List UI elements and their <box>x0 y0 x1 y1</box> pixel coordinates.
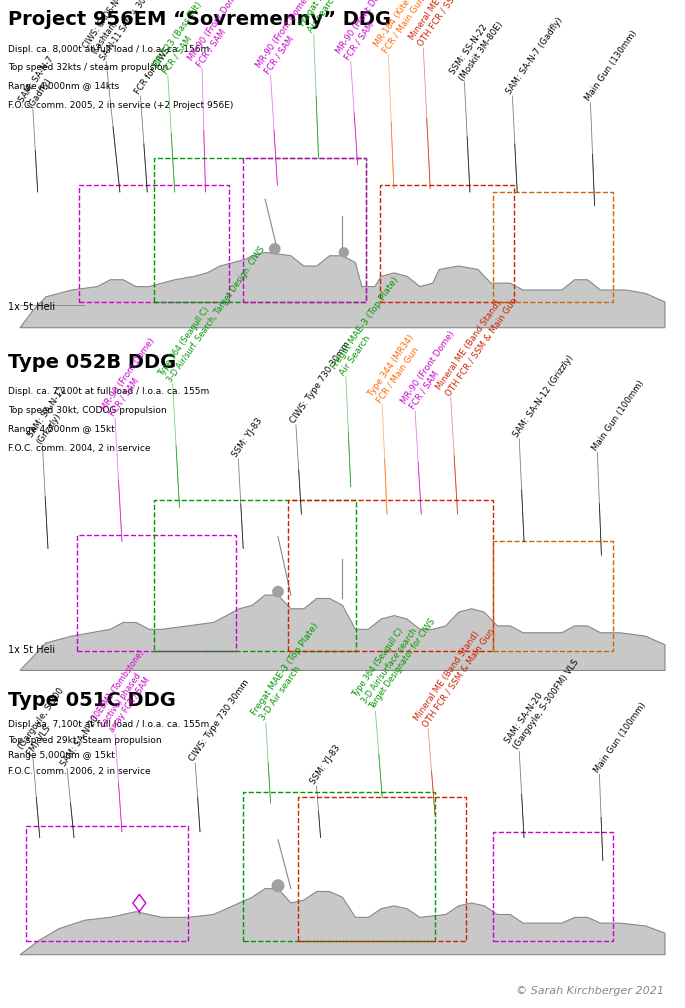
Text: MR-184 (Kite Screech)
FCR / Main Gun: MR-184 (Kite Screech) FCR / Main Gun <box>373 0 443 54</box>
Text: SAM: SA-N-20
(Gargoyle, S-300FM) VLS: SAM: SA-N-20 (Gargoyle, S-300FM) VLS <box>503 652 581 751</box>
Text: SSM: SS-N-22
(Moskit 3M-80E): SSM: SS-N-22 (Moskit 3M-80E) <box>449 14 505 83</box>
Text: MR-90 (Front Dome)
FCR / SAM: MR-90 (Front Dome) FCR / SAM <box>335 0 401 61</box>
Text: MR-90 (Front Dome)
FCR / SAM: MR-90 (Front Dome) FCR / SAM <box>399 330 465 411</box>
Bar <box>79 185 229 301</box>
Text: 30E6M1 (Tombstone)
(active) phased
array FCR / SAM: 30E6M1 (Tombstone) (active) phased array… <box>90 648 164 734</box>
Text: FCR for CIWS: FCR for CIWS <box>133 45 172 96</box>
Bar <box>154 157 366 301</box>
Text: Type 344 (MR34)
FCR / Main Gun: Type 344 (MR34) FCR / Main Gun <box>366 334 424 404</box>
Text: MR-123 (Bass Tilt)
FCR / SAM: MR-123 (Bass Tilt) FCR / SAM <box>152 0 213 76</box>
Text: Main Gun (100mm): Main Gun (100mm) <box>592 701 647 774</box>
Text: Main Gun (130mm): Main Gun (130mm) <box>583 29 638 103</box>
Bar <box>243 791 435 941</box>
Bar <box>77 534 236 651</box>
Text: Fregat MAE-3 (Top Plate)
Air Search: Fregat MAE-3 (Top Plate) Air Search <box>330 275 410 377</box>
Text: © Sarah Kirchberger 2021: © Sarah Kirchberger 2021 <box>516 986 664 996</box>
Text: Type 364 (Seagull C)
3-D Air/surf. Search, Target Design. CIWS: Type 364 (Seagull C) 3-D Air/surf. Searc… <box>157 239 266 384</box>
Text: Top speed 30kt, CODOG propulsion: Top speed 30kt, CODOG propulsion <box>8 406 166 415</box>
Text: (Gargoyle, S-300
FM) VLS: (Gargoyle, S-300 FM) VLS <box>17 686 75 757</box>
Text: Type 364 (Seagull C)
3-D Air/surface search
Target Designator for CIWS: Type 364 (Seagull C) 3-D Air/surface sea… <box>351 605 438 712</box>
Bar <box>493 832 613 941</box>
Bar <box>26 827 188 941</box>
Text: F.O.C. comm. 2006, 2 in service: F.O.C. comm. 2006, 2 in service <box>8 767 151 776</box>
Bar <box>298 797 466 941</box>
Text: CIWS: Type 730 30mm: CIWS: Type 730 30mm <box>288 340 352 425</box>
Text: SAM: SA-N-12 (Grizzly): SAM: SA-N-12 (Grizzly) <box>512 353 575 438</box>
Bar <box>154 500 356 651</box>
Polygon shape <box>20 595 665 670</box>
Text: Mineral ME (Band Stand)
OTH FCR / SSM & Main Gun: Mineral ME (Band Stand) OTH FCR / SSM & … <box>408 0 491 48</box>
Text: SAM: SA-N-7 (Gadfly): SAM: SA-N-7 (Gadfly) <box>505 16 565 96</box>
Text: Displ. ca. 7,100t at full load / l.o.a. ca. 155m: Displ. ca. 7,100t at full load / l.o.a. … <box>8 720 209 729</box>
Polygon shape <box>20 889 665 955</box>
Text: Fregat MAE-3 (Top Plate)
3-D Air search: Fregat MAE-3 (Top Plate) 3-D Air search <box>250 621 329 723</box>
Text: Top speed 32kts / steam propulsion: Top speed 32kts / steam propulsion <box>8 64 169 73</box>
Text: Top speed 29kt, Steam propulsion: Top speed 29kt, Steam propulsion <box>8 736 162 745</box>
Circle shape <box>339 248 348 257</box>
Text: MR-90 (Front Dome)
FCR / SAM: MR-90 (Front Dome) FCR / SAM <box>255 0 321 76</box>
Text: Main Gun (100mm): Main Gun (100mm) <box>590 379 645 453</box>
Text: Type 051C DDG: Type 051C DDG <box>8 691 176 710</box>
Circle shape <box>272 880 284 891</box>
Text: F.O.C. comm. 2004, 2 in service: F.O.C. comm. 2004, 2 in service <box>8 444 151 453</box>
Text: F.O.C. comm. 2005, 2 in service (+2 Project 956E): F.O.C. comm. 2005, 2 in service (+2 Proj… <box>8 101 234 110</box>
Text: MR-90 (Front Dome)
FCR / SAM: MR-90 (Front Dome) FCR / SAM <box>186 0 252 69</box>
Bar <box>288 500 493 651</box>
Text: CIWS: CADS-N-1
(Kashtan)
SA-N-11 SAM + 30mm gun: CIWS: CADS-N-1 (Kashtan) SA-N-11 SAM + 3… <box>82 0 168 61</box>
Text: CIWS: Type 730 30mm: CIWS: Type 730 30mm <box>188 677 251 763</box>
Text: SSM: YJ-83: SSM: YJ-83 <box>231 416 264 460</box>
Text: Fregat MAE-3 (Top Plate)
Air search: Fregat MAE-3 (Top Plate) Air search <box>298 0 377 34</box>
Bar <box>493 541 613 651</box>
Polygon shape <box>20 252 665 328</box>
Text: MR-90 (Front Dome)
FCR / SAM: MR-90 (Front Dome) FCR / SAM <box>99 336 165 418</box>
Text: Range 5,000nm @ 15kt: Range 5,000nm @ 15kt <box>8 751 115 760</box>
Text: Mineral ME (Band Stand)
OTH FCR / SSM & Main Gun: Mineral ME (Band Stand) OTH FCR / SSM & … <box>435 289 519 397</box>
Text: Displ. ca. 7,100t at full load / l.o.a. ca. 155m: Displ. ca. 7,100t at full load / l.o.a. … <box>8 387 209 396</box>
Bar <box>493 192 613 301</box>
Text: Range 4,500nm @ 15kt: Range 4,500nm @ 15kt <box>8 425 115 434</box>
Bar <box>380 185 514 301</box>
Text: Project 956EM “Sovremenny” DDG: Project 956EM “Sovremenny” DDG <box>8 10 391 29</box>
Circle shape <box>270 244 280 254</box>
Text: SAM: SA-N-12
(Grizzly): SAM: SA-N-12 (Grizzly) <box>27 386 77 446</box>
Text: SAM: SA-N-20: SAM: SA-N-20 <box>60 715 101 769</box>
Text: SAM: SA-N-7
(Gadfly): SAM: SA-N-7 (Gadfly) <box>17 54 64 110</box>
Text: Mineral ME (Band Stand)
OTH FCR / SSM & Main Gun: Mineral ME (Band Stand) OTH FCR / SSM & … <box>412 620 496 729</box>
Text: 1x 5t Heli: 1x 5t Heli <box>8 645 55 655</box>
Text: Range 4,000nm @ 14kts: Range 4,000nm @ 14kts <box>8 83 119 92</box>
Text: Type 052B DDG: Type 052B DDG <box>8 353 176 372</box>
Text: SSM: YJ-83: SSM: YJ-83 <box>309 743 342 786</box>
Text: Displ. ca. 8,000t at full load / l.o.a. ca. 156m: Displ. ca. 8,000t at full load / l.o.a. … <box>8 44 209 53</box>
Bar <box>243 157 366 301</box>
Text: 1x 5t Heli: 1x 5t Heli <box>8 302 55 312</box>
Circle shape <box>273 587 283 597</box>
